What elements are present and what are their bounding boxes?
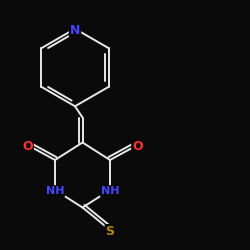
Text: NH: NH bbox=[101, 186, 119, 196]
Text: O: O bbox=[22, 140, 33, 153]
Text: NH: NH bbox=[46, 186, 64, 196]
Text: O: O bbox=[132, 140, 143, 153]
Text: S: S bbox=[106, 225, 114, 238]
Text: N: N bbox=[70, 24, 80, 37]
